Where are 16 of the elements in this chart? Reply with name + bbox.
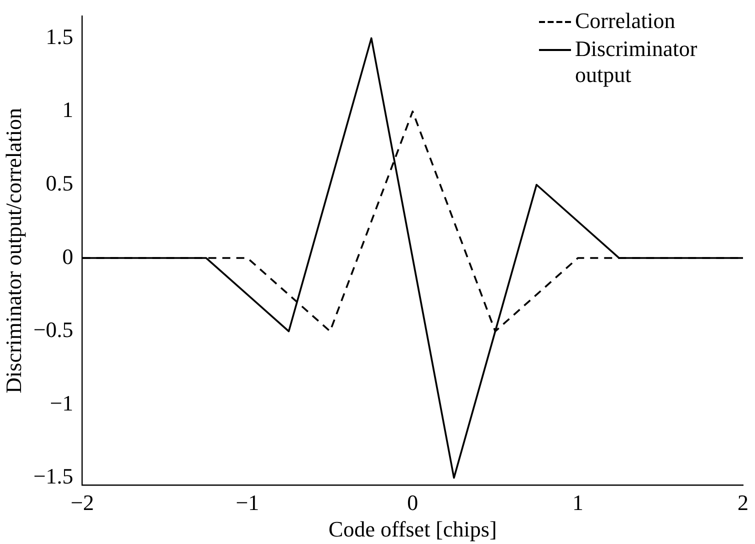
y-tick-label: 0 [62,244,74,269]
y-tick-label: −0.5 [33,317,74,342]
x-tick-label: 2 [738,490,748,516]
x-tick-label: −1 [236,490,260,516]
legend-label: Correlation [575,8,676,34]
x-axis-title: Code offset [chips] [328,516,497,542]
y-axis-title: Discriminator output/correlation [0,108,26,394]
y-tick-label: 1 [62,97,74,122]
x-tick-label: 1 [572,490,584,516]
x-tick-label: 0 [407,490,418,516]
y-tick-label: −1.5 [33,464,74,489]
x-tick-label: −2 [70,490,94,516]
y-tick-label: −1 [50,390,74,416]
y-tick-label: 0.5 [46,170,74,196]
y-tick-label: 1.5 [46,24,74,49]
legend-label: Discriminator output [575,36,698,88]
